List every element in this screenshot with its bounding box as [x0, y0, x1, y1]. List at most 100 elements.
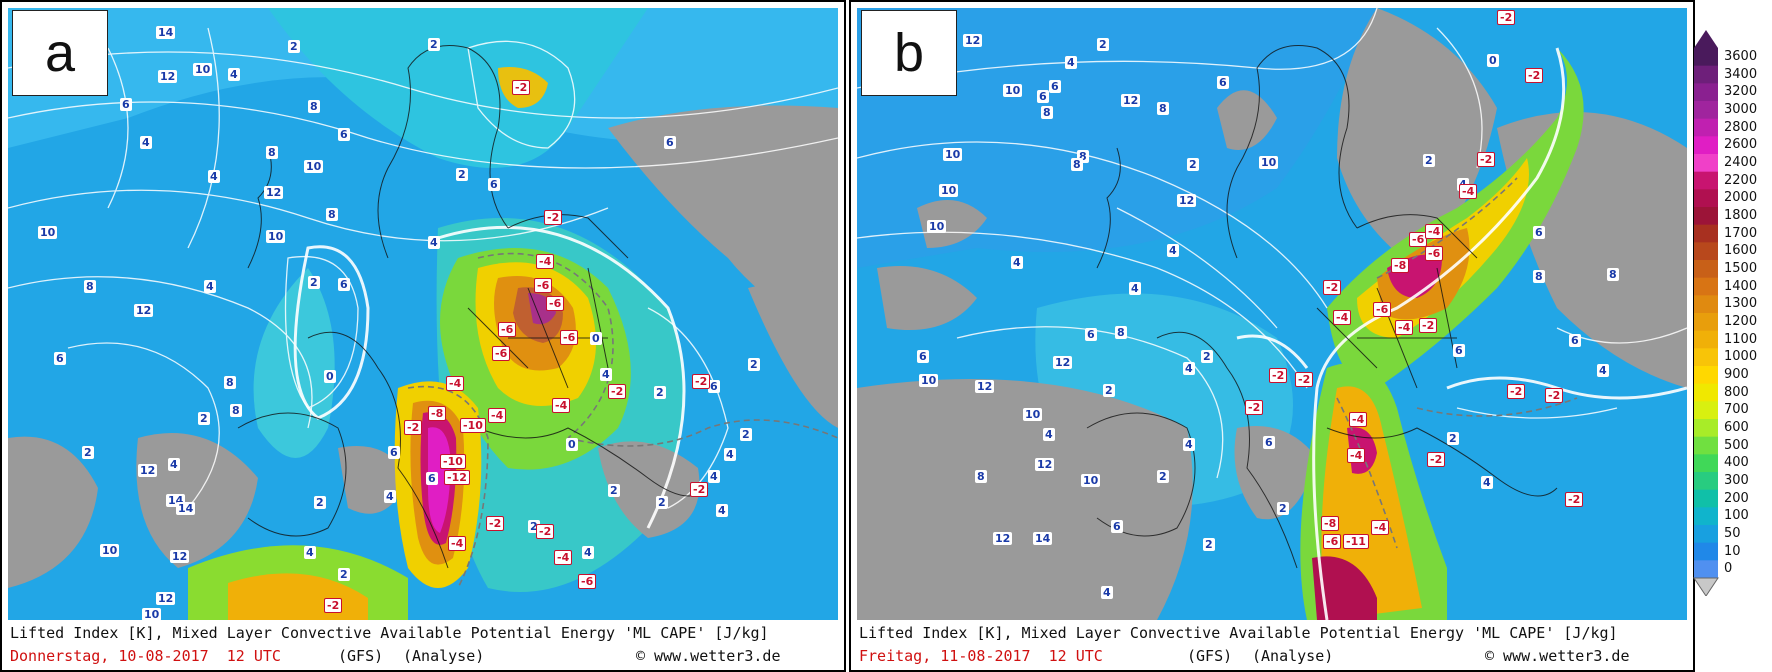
lifted-index-label: -6 — [498, 322, 517, 337]
isoline-label: 0 — [566, 438, 578, 451]
isoline-label: 14 — [176, 502, 196, 515]
isoline-label: 10 — [266, 230, 286, 243]
lifted-index-label: -2 — [324, 598, 343, 613]
isoline-label: 8 — [84, 280, 96, 293]
legend-bottom-arrow — [1693, 577, 1719, 596]
isoline-label: 8 — [1157, 102, 1169, 115]
isoline-label: 8 — [266, 146, 278, 159]
legend-swatch — [1694, 101, 1718, 120]
isoline-label: 12 — [264, 186, 284, 199]
isoline-label: 6 — [338, 128, 350, 141]
legend-label: 2200 — [1724, 172, 1758, 188]
isoline-label: 8 — [224, 376, 236, 389]
isoline-label: 2 — [428, 38, 440, 51]
isoline-label: 2 — [608, 484, 620, 497]
legend-swatch — [1694, 313, 1718, 332]
lifted-index-label: -4 — [552, 398, 571, 413]
isoline-label: 10 — [1003, 84, 1023, 97]
isoline-label: 2 — [198, 412, 210, 425]
isoline-label: 10 — [38, 226, 58, 239]
legend-label: 1400 — [1724, 278, 1758, 294]
isoline-label: 4 — [168, 458, 180, 471]
isoline-label: 6 — [1533, 226, 1545, 239]
legend-swatch — [1694, 260, 1718, 279]
caption-site: © www.wetter3.de — [1485, 647, 1630, 665]
lifted-index-label: -2 — [536, 524, 555, 539]
legend-label: 3200 — [1724, 84, 1758, 100]
isoline-label: 2 — [1103, 384, 1115, 397]
legend-label: 1200 — [1724, 313, 1758, 329]
lifted-index-label: -2 — [544, 210, 563, 225]
legend-label: 200 — [1724, 490, 1749, 506]
legend-label: 1700 — [1724, 225, 1758, 241]
isoline-label: 4 — [1167, 244, 1179, 257]
isoline-label: 4 — [1065, 56, 1077, 69]
legend-label: 50 — [1724, 525, 1741, 541]
isoline-label: 8 — [1077, 150, 1089, 163]
isoline-label: 2 — [528, 520, 540, 533]
lifted-index-label: -2 — [1245, 400, 1264, 415]
weather-map-a: 14 4 2 12 10 6 8 4 2 6 8 4 10 6 12 10 8 … — [8, 8, 838, 620]
isoline-label: 12 — [1053, 356, 1073, 369]
legend-swatch — [1694, 118, 1718, 137]
isoline-label: 2 — [740, 428, 752, 441]
isoline-label: 6 — [708, 380, 720, 393]
legend-label: 3400 — [1724, 66, 1758, 82]
lifted-index-label: -8 — [428, 406, 447, 421]
caption-model: (GFS) — [1187, 647, 1233, 665]
lifted-index-label: -2 — [1497, 10, 1516, 25]
isoline-label: 4 — [140, 136, 152, 149]
lifted-index-label: -2 — [1323, 280, 1342, 295]
caption-site: © www.wetter3.de — [636, 647, 781, 665]
lifted-index-label: -4 — [446, 376, 465, 391]
isoline-label: 4 — [228, 68, 240, 81]
legend-color-bar — [1693, 30, 1719, 596]
isoline-label: 10 — [919, 374, 939, 387]
isoline-label: 2 — [82, 446, 94, 459]
legend-swatch — [1694, 454, 1718, 473]
panel-letter-b: b — [861, 10, 957, 96]
isoline-label: 2 — [1203, 538, 1215, 551]
map-graphic-a — [8, 8, 838, 620]
isoline-label: 12 — [138, 464, 158, 477]
isoline-label: 4 — [1183, 438, 1195, 451]
isoline-label: 6 — [120, 98, 132, 111]
map-panel-a: 14 4 2 12 10 6 8 4 2 6 8 4 10 6 12 10 8 … — [0, 0, 846, 672]
legend-swatch — [1694, 277, 1718, 296]
legend-label: 1600 — [1724, 243, 1758, 259]
isoline-label: 2 — [456, 168, 468, 181]
lifted-index-label: -2 — [692, 374, 711, 389]
lifted-index-label: -4 — [1347, 448, 1366, 463]
lifted-index-label: -6 — [560, 330, 579, 345]
isoline-label: 10 — [943, 148, 963, 161]
isoline-label: 6 — [488, 178, 500, 191]
lifted-index-label: -2 — [404, 420, 423, 435]
isoline-label: 6 — [1085, 328, 1097, 341]
lifted-index-label: -2 — [1269, 368, 1288, 383]
isoline-label: 2 — [656, 496, 668, 509]
isoline-label: 2 — [1187, 158, 1199, 171]
lifted-index-label: -10 — [460, 418, 486, 433]
isoline-label: 6 — [1217, 76, 1229, 89]
isoline-label: 14 — [1033, 532, 1053, 545]
isoline-label: 6 — [388, 446, 400, 459]
lifted-index-label: -4 — [1371, 520, 1390, 535]
legend-swatch — [1694, 83, 1718, 102]
isoline-label: 2 — [308, 276, 320, 289]
isoline-label: 10 — [193, 63, 213, 76]
legend-label: 100 — [1724, 508, 1749, 524]
lifted-index-label: -2 — [1477, 152, 1496, 167]
legend-label: 2600 — [1724, 137, 1758, 153]
isoline-label: 8 — [1607, 268, 1619, 281]
legend-label: 3600 — [1724, 48, 1758, 64]
isoline-label: 2 — [338, 568, 350, 581]
lifted-index-label: -6 — [1323, 534, 1342, 549]
legend-swatch — [1694, 542, 1718, 561]
isoline-label: 2 — [1423, 154, 1435, 167]
isoline-label: 12 — [1035, 458, 1055, 471]
isoline-label: 4 — [1597, 364, 1609, 377]
lifted-index-label: -2 — [1295, 372, 1314, 387]
caption-date: Freitag, 11-08-2017 12 UTC — [859, 647, 1103, 665]
isoline-label: 2 — [1447, 432, 1459, 445]
lifted-index-label: -2 — [512, 80, 531, 95]
